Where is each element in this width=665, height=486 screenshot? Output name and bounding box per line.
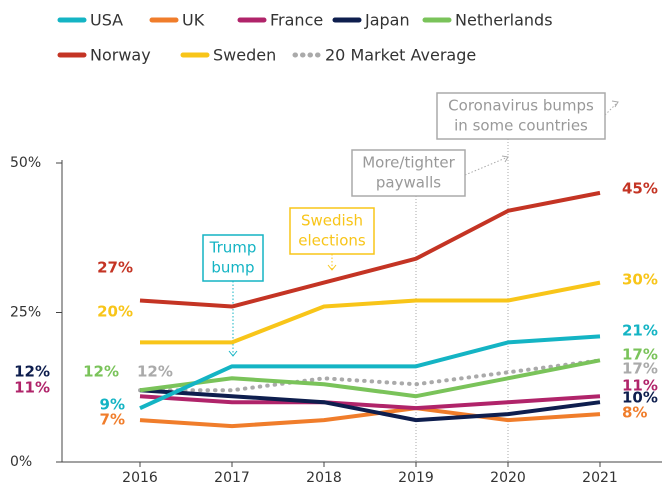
- y-tick-label: 0%: [10, 454, 32, 470]
- data-label: 21%: [622, 322, 658, 340]
- data-label: 30%: [622, 271, 658, 289]
- data-label: 7%: [100, 411, 125, 429]
- series-line: [139, 334, 601, 411]
- annotation-box: [289, 207, 375, 255]
- x-tick-label: 2019: [398, 470, 434, 486]
- annotation-text: More/tighter: [362, 154, 455, 172]
- x-tick-label: 2017: [214, 470, 250, 486]
- x-tick-label: 2018: [306, 470, 342, 486]
- annotation-text: Coronavirus bumps: [448, 97, 594, 115]
- annotation-box: [351, 149, 466, 197]
- annotation-arrow: [464, 156, 509, 176]
- annotation-text: Trump: [209, 239, 257, 257]
- data-label: 17%: [622, 360, 658, 378]
- legend-label: USA: [90, 11, 123, 30]
- annotation-box: [202, 234, 264, 282]
- data-label: 45%: [622, 180, 658, 198]
- arrow-head: [327, 264, 337, 271]
- annotation-text: in some countries: [454, 117, 588, 135]
- legend-label: Netherlands: [455, 11, 553, 30]
- data-label: 27%: [97, 259, 133, 277]
- data-label: 9%: [100, 396, 125, 414]
- data-label: 10%: [622, 389, 658, 407]
- annotation-text: Swedish: [301, 212, 363, 230]
- series-line: [140, 280, 601, 345]
- series-line: [139, 190, 601, 309]
- annotation-arrow: [604, 101, 619, 116]
- annotation-text: elections: [298, 232, 366, 250]
- x-tick-label: 2020: [490, 470, 526, 486]
- x-tick-label: 2016: [122, 470, 158, 486]
- data-label: 11%: [14, 379, 50, 397]
- data-label: 17%: [622, 346, 658, 364]
- x-tick-label: 2021: [582, 470, 618, 486]
- legend-label: UK: [182, 11, 205, 30]
- legend-label: Sweden: [213, 46, 276, 65]
- data-label: 11%: [622, 377, 658, 395]
- legend-label: Japan: [364, 11, 410, 30]
- arrow-head: [228, 350, 238, 357]
- series-line: [139, 358, 601, 399]
- legend-label: 20 Market Average: [325, 46, 476, 65]
- series-line: [138, 358, 602, 393]
- annotation-box: [436, 92, 606, 140]
- legend-label: France: [270, 11, 323, 30]
- y-tick-label: 25%: [10, 305, 41, 321]
- data-label: 8%: [622, 404, 647, 422]
- annotation-text: bump: [211, 259, 254, 277]
- annotation-text: paywalls: [376, 174, 441, 192]
- series-line: [139, 406, 601, 429]
- arrow-head: [501, 155, 509, 163]
- series-line: [139, 388, 601, 423]
- data-label: 12%: [14, 363, 50, 381]
- data-label: 12%: [83, 363, 119, 381]
- series-line: [139, 394, 601, 411]
- y-tick-label: 50%: [10, 155, 41, 171]
- data-label: 20%: [97, 303, 133, 321]
- arrow-head: [611, 100, 619, 108]
- data-label: 12%: [137, 363, 173, 381]
- legend-label: Norway: [90, 46, 151, 65]
